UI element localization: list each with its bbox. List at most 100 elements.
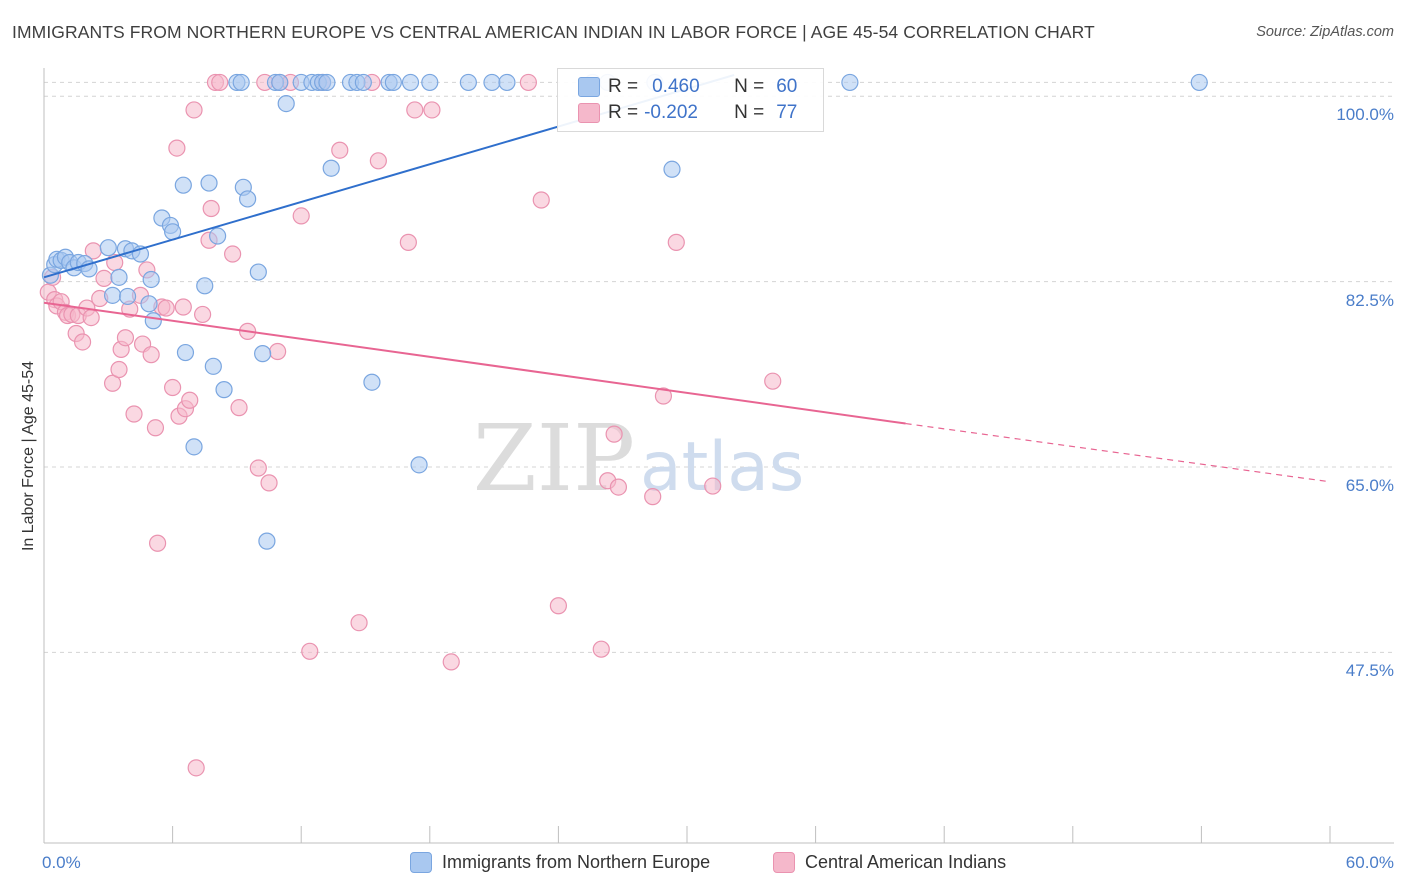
central-american-point-38	[187, 759, 205, 777]
x-tick-max: 60.0%	[1345, 853, 1394, 872]
central-american-point-39	[194, 305, 212, 324]
northern-europe-point-52	[384, 73, 402, 92]
central-american-point-26	[142, 346, 160, 364]
northern-europe-point-24	[176, 343, 195, 362]
northern-europe-point-49	[354, 73, 372, 92]
northern-europe-point-64	[1190, 73, 1208, 92]
bottom-legend-central-american: Central American Indians	[773, 852, 1006, 873]
x-tick-min: 0.0%	[42, 853, 81, 872]
y-tick-label-2: 82.5%	[1345, 290, 1394, 310]
axes	[43, 68, 1394, 844]
central-american-point-57	[350, 614, 368, 632]
central-american-point-27	[146, 419, 165, 437]
central-american-point-50	[269, 342, 287, 361]
legend-n-label: N =	[734, 76, 765, 97]
northern-europe-point-19	[144, 312, 162, 330]
northern-europe-point-40	[277, 95, 295, 113]
legend-r-label: R =	[608, 102, 639, 123]
central-american-point-12	[82, 309, 100, 327]
northern-europe-point-55	[421, 73, 439, 92]
central-american-point-67	[592, 640, 610, 658]
northern-europe-point-26	[196, 277, 214, 295]
northern-europe-point-56	[459, 73, 477, 92]
northern-europe-point-17	[142, 270, 160, 289]
watermark-zip: ZIP	[473, 405, 635, 512]
central-american-point-22	[125, 405, 143, 423]
northern-europe-point-39	[271, 73, 289, 92]
central-american-point-75	[764, 372, 782, 390]
central-american-point-63	[442, 653, 460, 671]
legend-r-value-pink: -0.202	[644, 102, 698, 123]
central-american-point-54	[301, 642, 319, 660]
northern-europe-point-27	[200, 174, 218, 192]
central-american-point-73	[667, 233, 685, 251]
northern-europe-point-58	[498, 73, 516, 92]
bottom-legend-label-pink: Central American Indians	[805, 852, 1007, 872]
correlation-legend: R = 0.460 N = 60 R = -0.202 N = 77	[557, 68, 824, 132]
central-american-point-43	[211, 73, 229, 92]
northern-europe-point-37	[258, 532, 276, 550]
gridlines	[44, 81, 1394, 653]
central-american-point-10	[73, 333, 92, 351]
northern-europe-point-45	[318, 73, 336, 92]
central-american-point-47	[249, 459, 267, 477]
northern-europe-point-50	[363, 373, 381, 391]
northern-europe-points	[41, 73, 1208, 550]
northern-europe-point-62	[663, 160, 681, 178]
northern-europe-point-35	[249, 263, 267, 281]
northern-europe-point-10	[99, 239, 117, 257]
legend-r-value-blue: 0.460	[652, 76, 700, 97]
central-american-point-61	[406, 101, 424, 119]
bottom-legend-swatch-blue	[410, 852, 432, 873]
legend-n-value-blue: 60	[776, 76, 798, 97]
central-american-point-60	[399, 233, 417, 251]
central-american-point-70	[609, 478, 628, 496]
central-american-point-41	[202, 199, 220, 218]
central-american-indians-points	[39, 73, 782, 777]
central-american-point-66	[549, 597, 568, 615]
northern-europe-point-23	[174, 176, 192, 194]
northern-europe-point-54	[410, 456, 428, 474]
northern-europe-point-16	[118, 287, 137, 306]
watermark: ZIP atlas	[473, 405, 805, 512]
central-american-point-65	[532, 191, 550, 209]
chart-title: IMMIGRANTS FROM NORTHERN EUROPE VS CENTR…	[12, 22, 1095, 42]
y-tick-label-0: 47.5%	[1345, 661, 1394, 681]
central-american-point-32	[168, 139, 186, 157]
central-american-point-62	[423, 101, 441, 119]
trend-lines	[43, 74, 1331, 483]
watermark-atlas: atlas	[640, 428, 804, 507]
northern-europe-point-32	[232, 73, 250, 92]
central-american-point-71	[644, 488, 662, 506]
northern-europe-point-63	[841, 73, 859, 92]
trend-line-central-american-extension	[905, 422, 1331, 483]
central-american-point-64	[519, 73, 537, 92]
central-american-point-37	[185, 101, 203, 119]
northern-europe-point-18	[140, 295, 158, 313]
y-tick-label-1: 65.0%	[1345, 475, 1394, 495]
northern-europe-point-29	[209, 227, 227, 245]
central-american-point-74	[704, 477, 722, 495]
y-tick-label-3: 100.0%	[1336, 105, 1394, 125]
legend-row-central-american: R = -0.202 N = 77	[578, 102, 797, 124]
legend-n-label: N =	[734, 102, 765, 123]
legend-n-value-pink: 77	[776, 102, 798, 123]
central-american-point-45	[230, 399, 248, 417]
central-american-point-59	[369, 152, 387, 170]
northern-europe-point-34	[239, 190, 257, 208]
central-american-point-28	[148, 534, 167, 552]
central-american-point-18	[110, 360, 128, 379]
central-american-point-69	[605, 425, 623, 443]
northern-europe-point-30	[215, 381, 233, 399]
northern-europe-point-57	[483, 73, 501, 92]
northern-europe-point-25	[185, 438, 203, 456]
central-american-point-15	[95, 269, 113, 288]
bottom-legend-northern-europe: Immigrants from Northern Europe	[410, 852, 710, 873]
bottom-legend-swatch-pink	[773, 852, 795, 873]
central-american-point-72	[654, 387, 673, 405]
northern-europe-point-28	[204, 357, 222, 375]
legend-r-label: R =	[608, 76, 639, 97]
trend-line-central-american	[43, 301, 906, 425]
northern-europe-point-36	[254, 345, 272, 363]
